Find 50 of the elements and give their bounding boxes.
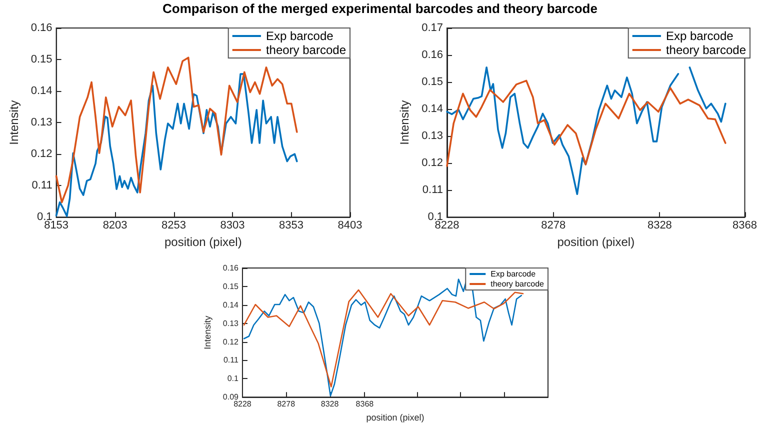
x-tick-label: 8253 [162,220,186,232]
legend-label: theory barcode [666,43,746,57]
y-tick-label: 0.17 [422,22,443,34]
x-axis-title: position (pixel) [164,235,242,249]
y-tick-label: 0.16 [422,49,443,62]
x-axis-title: position (pixel) [366,412,424,422]
legend-label: theory barcode [490,280,545,288]
x-tick-label: 8368 [732,220,758,232]
y-tick-label: 0.12 [422,157,443,170]
y-tick-label: 0.15 [422,76,443,88]
x-tick-label: 8278 [277,400,296,409]
y-tick-label: 0.14 [222,300,240,310]
y-tick-label: 0.13 [222,318,240,328]
x-tick-label: 8203 [102,220,128,232]
x-tick-label: 8403 [338,220,362,232]
y-tick-label: 0.12 [30,148,52,160]
legend-label: theory barcode [266,43,346,57]
x-axis-title: position (pixel) [557,235,635,249]
y-tick-label: 0.11 [223,356,240,365]
y-axis-title: Intensity [398,100,412,145]
x-tick-label: 8328 [320,400,340,409]
legend-label: Exp barcode [266,29,334,43]
x-tick-label: 8228 [234,400,252,409]
line-series [55,56,298,204]
line-series [55,73,298,218]
line-series [243,289,524,388]
y-tick-label: 0.1 [227,374,240,384]
text: Comparison of the merged experimental barcodes and theory barcode [162,1,598,16]
line-series [446,80,726,167]
y-tick-label: 0.14 [30,85,52,98]
y-tick-label: 0.11 [32,180,52,192]
legend-label: Exp barcode [490,270,536,278]
y-tick-label: 0.15 [222,282,240,291]
legend-label: Exp barcode [666,29,734,43]
y-tick-label: 0.15 [30,54,52,66]
y-tick-label: 0.13 [422,130,443,142]
y-tick-label: 0.16 [30,22,52,34]
y-tick-label: 0.09 [222,392,240,402]
x-tick-label: 8278 [541,220,566,232]
x-tick-label: 8328 [647,220,672,232]
y-tick-label: 0.14 [422,103,443,116]
y-tick-label: 0.11 [422,184,443,196]
y-axis-title: Intensity [202,315,212,350]
y-tick-label: 0.13 [30,116,52,129]
x-tick-label: 8303 [220,220,245,232]
y-axis-title: Intensity [7,100,21,145]
y-tick-label: 0.16 [222,264,240,272]
x-tick-label: 8353 [279,220,304,232]
y-tick-label: 0.12 [222,337,240,346]
x-tick-label: 8368 [356,400,374,409]
